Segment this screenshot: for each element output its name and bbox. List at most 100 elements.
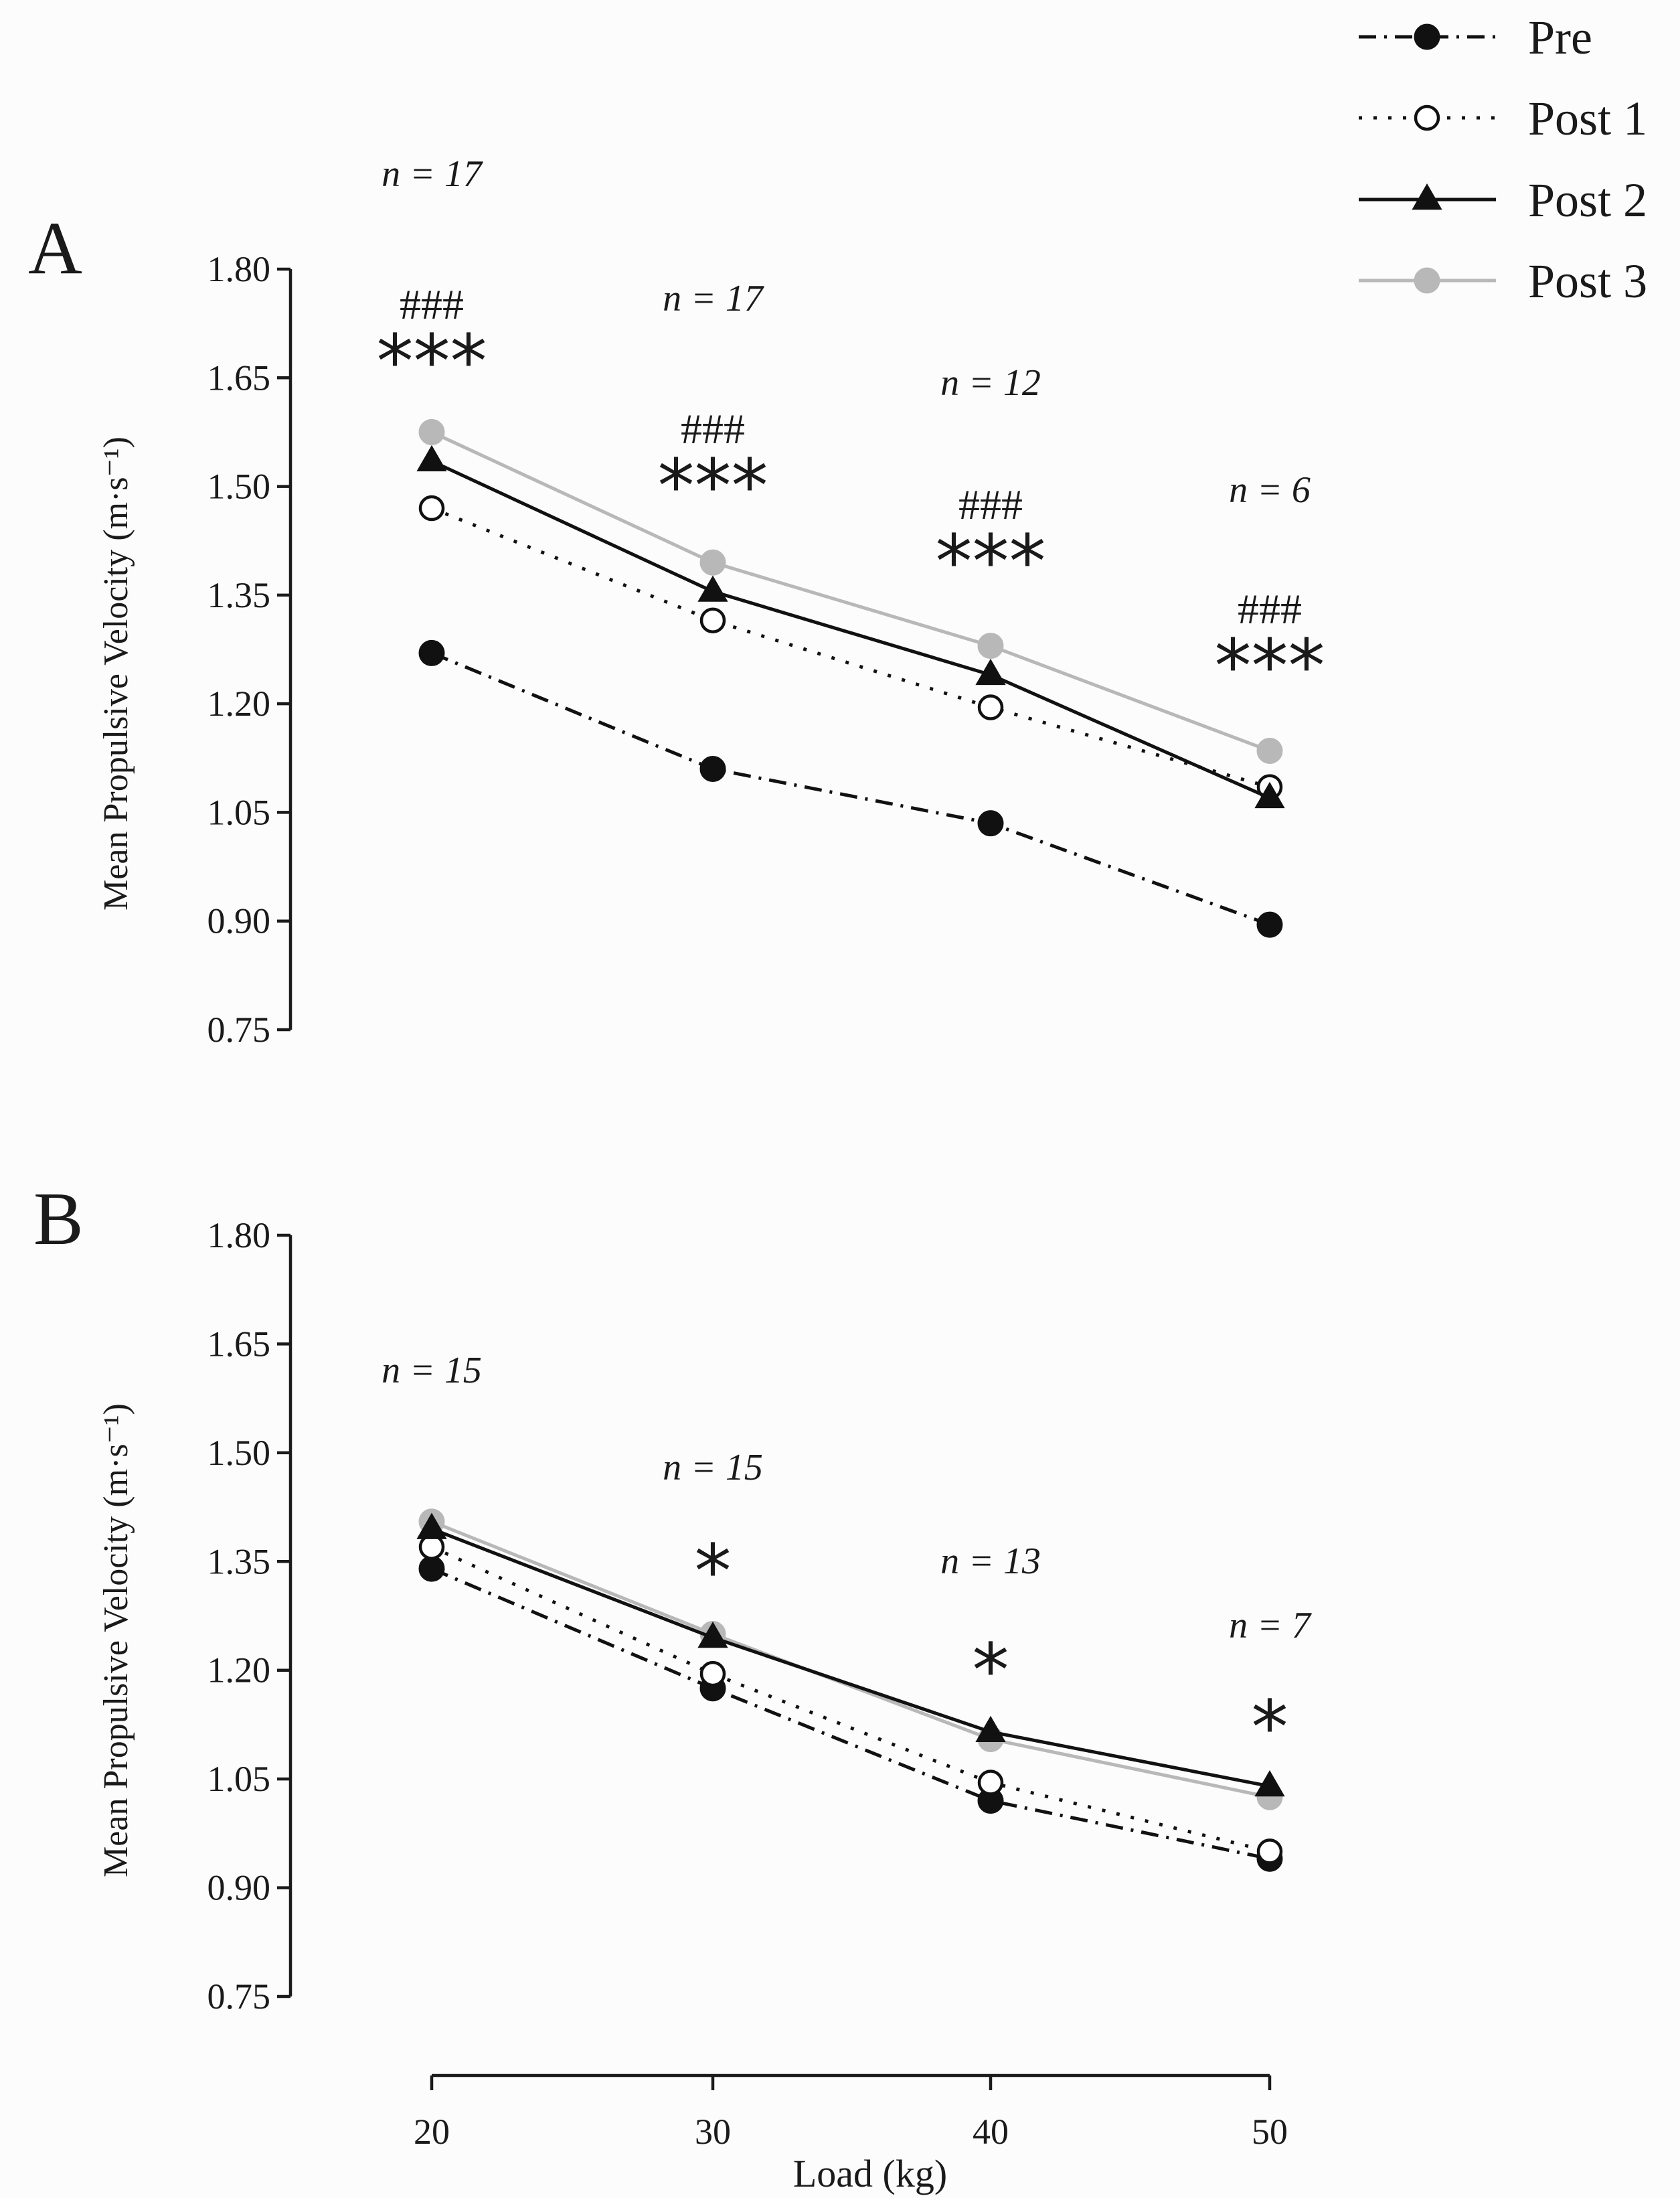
annotation-30: n = 15 * xyxy=(663,1447,763,1614)
hash-label: ### xyxy=(400,281,464,328)
y-tick-label: 0.75 xyxy=(207,1010,271,1050)
y-tick-label: 1.80 xyxy=(207,1215,271,1255)
data-point xyxy=(977,1770,1004,1796)
data-point xyxy=(1254,781,1285,809)
y-tick-label: 1.20 xyxy=(207,1650,271,1691)
series-line-post-2 xyxy=(431,1527,1270,1788)
n-label: n = 12 xyxy=(940,362,1041,404)
series-line-pre xyxy=(431,1567,1270,1861)
legend-entry-pre: Pre xyxy=(1359,11,1592,64)
series-pre xyxy=(418,1555,1283,1872)
y-tick-label: 0.75 xyxy=(207,1976,271,2017)
star-label: * xyxy=(973,1628,1009,1713)
y-tick-label: 1.50 xyxy=(207,467,271,507)
star-label: *** xyxy=(936,519,1046,605)
legend-marker-post-1 xyxy=(1414,104,1440,131)
legend-label-pre: Pre xyxy=(1528,11,1592,64)
y-tick-label: 1.80 xyxy=(207,249,271,289)
series-pre xyxy=(418,639,1283,938)
data-point xyxy=(416,445,447,472)
y-tick-label: 1.05 xyxy=(207,1759,271,1799)
legend-label-post-2: Post 2 xyxy=(1528,173,1647,227)
annotation-20: n = 17 ###*** xyxy=(377,153,487,404)
y-axis: 0.75 0.90 1.05 1.20 1.35 1.50 1.65 1.80 xyxy=(207,249,292,1050)
annotation-30: n = 17 ###*** xyxy=(658,278,768,529)
star-label: * xyxy=(695,1528,732,1614)
n-label: n = 17 xyxy=(382,153,483,195)
data-point xyxy=(977,633,1004,659)
legend-label-post-1: Post 1 xyxy=(1528,92,1647,145)
series-line-pre xyxy=(431,651,1270,927)
star-label: *** xyxy=(1215,623,1325,709)
data-point xyxy=(699,549,726,576)
y-tick-label: 1.35 xyxy=(207,1541,271,1581)
hash-label: ### xyxy=(681,405,745,453)
data-point xyxy=(699,607,726,633)
star-label: *** xyxy=(377,319,487,404)
x-tick-label: 20 xyxy=(414,2112,450,2152)
data-point xyxy=(975,1715,1006,1743)
series-post-1 xyxy=(418,1534,1283,1865)
n-label: n = 17 xyxy=(663,278,764,319)
x-tick-label: 50 xyxy=(1252,2112,1288,2152)
series-line-post-3 xyxy=(430,430,1270,753)
data-point xyxy=(697,575,728,602)
data-point xyxy=(1254,1770,1285,1797)
y-axis-label: Mean Propulsive Velocity (m·s⁻¹) xyxy=(97,1403,135,1877)
data-point xyxy=(699,1660,726,1687)
hash-label: ### xyxy=(958,481,1023,528)
star-label: *** xyxy=(658,443,768,529)
series-line-post-3 xyxy=(431,1520,1270,1799)
annotation-20: n = 15 xyxy=(382,1350,482,1391)
y-tick-label: 0.90 xyxy=(207,1868,271,1908)
data-point xyxy=(1256,911,1283,938)
data-point xyxy=(977,694,1004,720)
panel-label: B xyxy=(33,1178,84,1261)
y-tick-label: 0.90 xyxy=(207,901,271,941)
series-line-post-2 xyxy=(430,459,1271,800)
x-axis-label: Load (kg) xyxy=(793,2152,947,2195)
n-label: n = 7 xyxy=(1229,1605,1312,1646)
y-tick-label: 1.35 xyxy=(207,575,271,615)
annotation-40: n = 12 ###*** xyxy=(936,362,1046,605)
legend-marker-post-2 xyxy=(1412,183,1442,210)
data-point xyxy=(416,1512,447,1539)
x-tick-label: 40 xyxy=(973,2112,1009,2152)
series-line-post-1 xyxy=(430,1545,1270,1853)
data-point xyxy=(418,639,445,666)
legend-marker-pre xyxy=(1414,23,1440,50)
annotation-50: n = 6 ###*** xyxy=(1215,469,1325,709)
panel-label: A xyxy=(28,207,82,290)
y-tick-label: 1.65 xyxy=(207,1324,271,1364)
series-post-3 xyxy=(418,418,1283,764)
data-point xyxy=(418,495,445,522)
data-point xyxy=(418,418,445,445)
panel-a: A 0.75 0.90 1.05 1.20 1.35 1.50 1.65 1.80 Mean Pr… xyxy=(28,153,1325,1050)
star-label: * xyxy=(1252,1684,1288,1770)
legend: Pre Post 1 Post 2 Post 3 xyxy=(1359,11,1647,308)
annotation-50: n = 7 * xyxy=(1229,1605,1312,1770)
panel-b: B 0.75 0.90 1.05 1.20 1.35 1.50 1.65 1.80 Mean Pr… xyxy=(33,1178,1312,2195)
data-point xyxy=(975,658,1006,686)
x-tick-label: 30 xyxy=(695,2112,731,2152)
series-line-post-1 xyxy=(431,506,1270,789)
data-point xyxy=(1256,737,1283,764)
data-point xyxy=(697,1621,728,1648)
series-post-2 xyxy=(416,445,1285,809)
annotation-40: n = 13 * xyxy=(940,1541,1041,1713)
series-post-2 xyxy=(416,1512,1285,1797)
y-axis: 0.75 0.90 1.05 1.20 1.35 1.50 1.65 1.80 xyxy=(207,1215,292,2017)
data-point xyxy=(699,756,726,783)
n-label: n = 6 xyxy=(1229,469,1311,511)
y-tick-label: 1.20 xyxy=(207,684,271,724)
legend-entry-post-1: Post 1 xyxy=(1359,92,1647,145)
legend-entry-post-3: Post 3 xyxy=(1359,254,1647,308)
legend-label-post-3: Post 3 xyxy=(1528,254,1647,308)
y-axis-label: Mean Propulsive Velocity (m·s⁻¹) xyxy=(97,437,135,911)
y-tick-label: 1.05 xyxy=(207,792,271,832)
n-label: n = 15 xyxy=(663,1447,763,1488)
n-label: n = 15 xyxy=(382,1350,482,1391)
legend-entry-post-2: Post 2 xyxy=(1359,173,1647,227)
x-axis: 20 30 40 50 Load (kg) xyxy=(414,2073,1288,2195)
